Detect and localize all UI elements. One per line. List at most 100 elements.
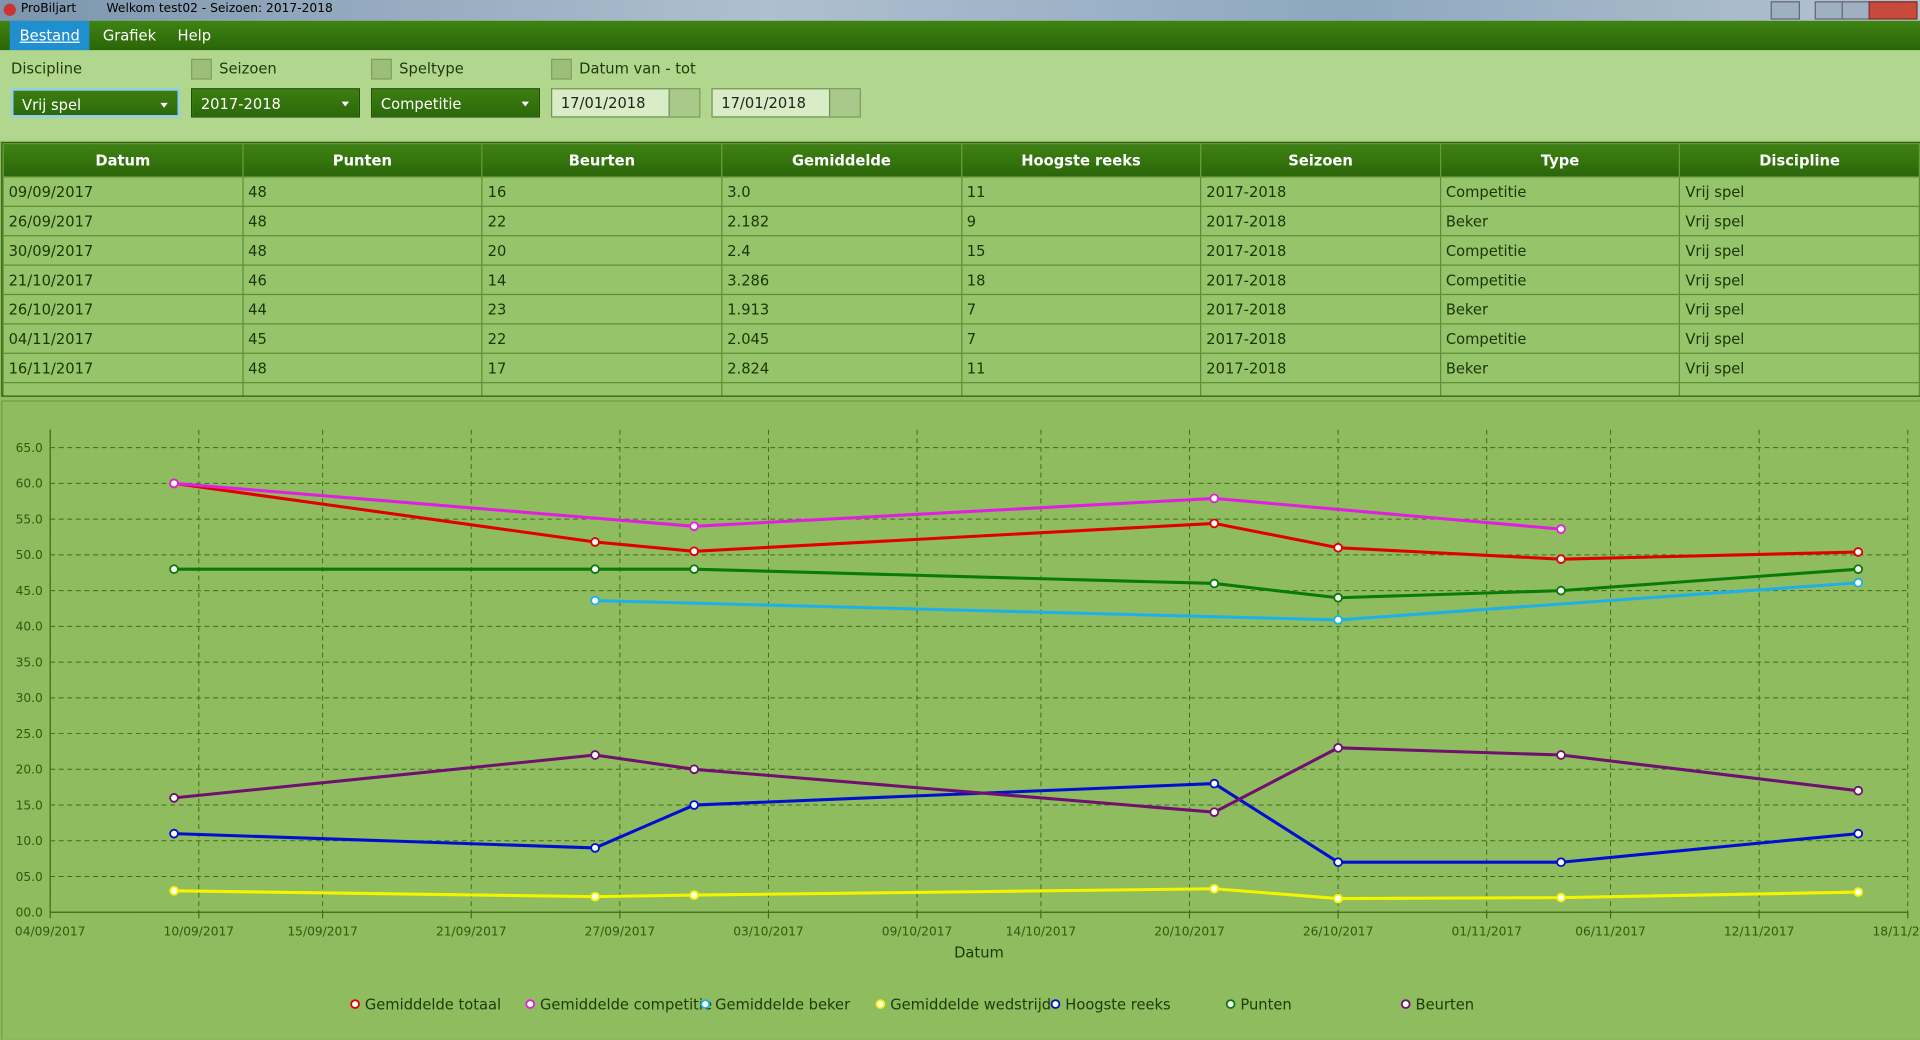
legend-label: Gemiddelde beker bbox=[715, 997, 851, 1014]
dropdown[interactable]: Vrij spel bbox=[11, 88, 181, 118]
table-row[interactable]: 16/11/2017 48 17 2.824 11 2017-2018 Beker Vrij … bbox=[2, 352, 1920, 384]
date-field[interactable]: 17/01/2018 bbox=[711, 88, 861, 118]
data-point bbox=[590, 843, 600, 853]
table-cell: 2017-2018 bbox=[1200, 176, 1441, 207]
column-header[interactable]: Type bbox=[1439, 143, 1681, 178]
y-tick-label: 00.0 bbox=[16, 906, 43, 920]
filter-panel: Discipline Seizoen Speltype Datum van - tot… bbox=[0, 50, 1920, 141]
menu-item[interactable]: Help bbox=[177, 26, 212, 45]
table-cell: 3.286 bbox=[721, 264, 962, 296]
checkbox[interactable] bbox=[551, 58, 572, 80]
filter-label: Speltype bbox=[399, 60, 464, 78]
table-cell: 48 bbox=[241, 352, 483, 384]
column-header[interactable]: Seizoen bbox=[1200, 143, 1441, 178]
table-body: 09/09/2017 48 16 3.0 11 2017-2018 Competitie Vr… bbox=[2, 176, 1920, 396]
table-cell: 44 bbox=[241, 293, 483, 325]
table-cell: 18 bbox=[960, 264, 1202, 296]
column-header[interactable]: Hoogste reeks bbox=[960, 143, 1202, 178]
data-point bbox=[1556, 585, 1566, 596]
restore-button[interactable] bbox=[1770, 1, 1801, 20]
table-cell: Beker bbox=[1439, 205, 1681, 237]
column-header[interactable]: Discipline bbox=[1679, 143, 1920, 178]
date-text: 17/01/2018 bbox=[721, 94, 806, 112]
table-cell bbox=[721, 382, 962, 396]
filter-label: Discipline bbox=[11, 60, 83, 78]
data-point bbox=[169, 885, 179, 896]
table-cell: 22 bbox=[481, 205, 723, 237]
table-cell: 22 bbox=[481, 323, 723, 354]
table-cell: Vrij spel bbox=[1679, 323, 1920, 354]
y-tick-label: 25.0 bbox=[16, 727, 43, 741]
column-header[interactable]: Punten bbox=[241, 143, 483, 178]
data-point bbox=[1853, 577, 1864, 588]
table-cell bbox=[241, 382, 483, 396]
table-cell: 2.045 bbox=[721, 323, 962, 354]
table-cell: Beker bbox=[1439, 293, 1681, 325]
data-point bbox=[590, 891, 600, 902]
data-table: Datum Punten Beurten Gemiddelde Hoogste reek… bbox=[2, 143, 1920, 396]
column-header[interactable]: Beurten bbox=[481, 143, 723, 178]
data-point bbox=[1209, 883, 1220, 894]
x-axis-title: Datum bbox=[954, 945, 1004, 962]
table-row[interactable]: 26/10/2017 44 23 1.913 7 2017-2018 Beker Vrij s… bbox=[2, 293, 1920, 325]
table-cell: Vrij spel bbox=[1679, 235, 1920, 266]
table-cell: 7 bbox=[960, 323, 1202, 354]
legend-label: Beurten bbox=[1416, 997, 1475, 1014]
filter-label: Seizoen bbox=[219, 60, 277, 78]
calendar-button[interactable] bbox=[828, 89, 860, 117]
date-text: 17/01/2018 bbox=[560, 94, 646, 112]
legend-marker bbox=[1400, 999, 1411, 1009]
calendar-button[interactable] bbox=[668, 89, 700, 117]
legend-label: Hoogste reeks bbox=[1065, 997, 1170, 1014]
data-point bbox=[590, 537, 600, 547]
table-head: Datum Punten Beurten Gemiddelde Hoogste reek… bbox=[2, 143, 1920, 178]
table-row[interactable]: 30/09/2017 48 20 2.4 15 2017-2018 Competitie Vr… bbox=[2, 235, 1920, 266]
table-cell: 30/09/2017 bbox=[2, 235, 244, 266]
table-cell bbox=[1679, 382, 1920, 396]
legend-label: Gemiddelde totaal bbox=[365, 997, 501, 1014]
data-point bbox=[1853, 785, 1864, 796]
table-row[interactable]: 21/10/2017 46 14 3.286 18 2017-2018 Competitie… bbox=[2, 264, 1920, 296]
data-point bbox=[1209, 493, 1220, 504]
empty-row bbox=[2, 382, 1920, 396]
data-point bbox=[1333, 542, 1343, 553]
table-row[interactable]: 26/09/2017 48 22 2.182 9 2017-2018 Beker Vrij s… bbox=[2, 205, 1920, 237]
table-cell: Competitie bbox=[1439, 323, 1681, 354]
y-tick-label: 40.0 bbox=[16, 620, 43, 634]
column-header[interactable]: Gemiddelde bbox=[721, 143, 962, 178]
table-cell: 14 bbox=[481, 264, 723, 296]
y-tick-label: 65.0 bbox=[16, 441, 43, 455]
data-point bbox=[1853, 547, 1864, 557]
data-point bbox=[689, 564, 699, 575]
data-point bbox=[1556, 554, 1566, 565]
close-button[interactable] bbox=[1868, 1, 1918, 20]
table-cell: 2017-2018 bbox=[1200, 352, 1441, 384]
dropdown[interactable]: 2017-2018 bbox=[191, 88, 361, 118]
minimize-button[interactable] bbox=[1814, 1, 1845, 20]
x-tick-label: 18/11/2017 bbox=[1872, 925, 1920, 939]
data-point bbox=[1333, 893, 1343, 904]
data-point bbox=[169, 478, 179, 489]
menu-item[interactable]: Grafiek bbox=[102, 26, 157, 45]
chart: 00.0 05.0 10.0 15.0 20.0 25.0 30.0 35.0 40.0 45.0… bbox=[15, 429, 1920, 1014]
window-title: Welkom test02 - Seizoen: 2017-2018 bbox=[106, 2, 333, 16]
data-point bbox=[1853, 887, 1864, 897]
table-cell: 3.0 bbox=[721, 176, 962, 207]
table-cell: 48 bbox=[241, 235, 483, 266]
date-field[interactable]: 17/01/2018 bbox=[551, 88, 701, 118]
checkbox[interactable] bbox=[191, 58, 212, 80]
table-row[interactable]: 04/11/2017 45 22 2.045 7 2017-2018 Competitie V… bbox=[2, 323, 1920, 354]
menu-item[interactable]: Bestand bbox=[9, 20, 90, 51]
data-point bbox=[1556, 857, 1566, 868]
table-cell: 1.913 bbox=[721, 293, 962, 325]
table-cell: 11 bbox=[960, 176, 1202, 207]
checkbox[interactable] bbox=[371, 58, 392, 80]
column-header[interactable]: Datum bbox=[2, 143, 244, 178]
table-cell: 26/10/2017 bbox=[2, 293, 244, 325]
maximize-button[interactable] bbox=[1841, 1, 1872, 20]
table-cell: Vrij spel bbox=[1679, 352, 1920, 384]
table-row[interactable]: 09/09/2017 48 16 3.0 11 2017-2018 Competitie Vr… bbox=[2, 176, 1920, 207]
data-point bbox=[689, 521, 699, 532]
legend-marker bbox=[350, 999, 360, 1009]
dropdown[interactable]: Competitie bbox=[371, 88, 541, 118]
